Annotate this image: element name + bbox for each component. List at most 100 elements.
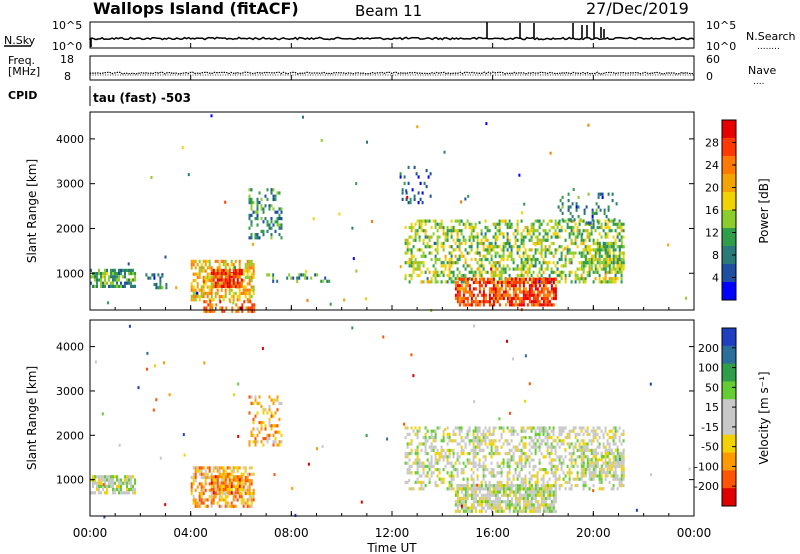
range-cell — [488, 280, 491, 285]
range-cell — [502, 267, 505, 271]
range-cell — [214, 275, 217, 279]
range-cell — [430, 432, 433, 436]
range-cell — [252, 201, 255, 205]
range-cell — [422, 241, 425, 246]
range-cell — [540, 496, 543, 501]
range-cell — [444, 427, 447, 431]
range-cell — [500, 506, 503, 510]
range-cell — [466, 496, 469, 501]
range-cell — [534, 480, 537, 484]
range-cell — [546, 235, 549, 239]
range-cell — [502, 232, 505, 236]
range-cell — [488, 503, 491, 507]
range-cell — [230, 288, 233, 292]
range-cell — [458, 270, 461, 274]
range-cell — [192, 259, 195, 263]
range-cell — [478, 439, 481, 443]
range-cell — [224, 259, 227, 263]
range-cell — [614, 461, 617, 465]
range-cell — [612, 436, 615, 440]
range-cell — [202, 295, 205, 299]
range-cell — [243, 300, 246, 304]
range-cell — [516, 273, 519, 278]
range-cell — [494, 225, 497, 230]
range-cell — [343, 298, 346, 302]
range-cell — [406, 238, 409, 242]
range-cell — [482, 474, 485, 478]
range-cell — [534, 280, 537, 285]
range-cell — [165, 286, 168, 290]
range-cell — [486, 300, 489, 304]
range-cell — [582, 264, 585, 268]
range-cell — [596, 219, 599, 223]
range-cell — [214, 295, 217, 299]
range-cell — [426, 219, 429, 223]
range-cell — [434, 468, 437, 472]
range-cell — [454, 493, 457, 497]
noise-sky-line — [89, 36, 695, 41]
range-cell — [405, 197, 408, 201]
range-cell — [532, 229, 535, 233]
range-cell — [528, 461, 531, 465]
range-cell — [190, 285, 193, 289]
range-cell — [590, 477, 593, 481]
range-cell — [232, 284, 235, 288]
range-cell — [560, 426, 563, 430]
range-cell — [216, 278, 219, 282]
range-cell — [608, 467, 611, 471]
range-cell — [572, 464, 575, 468]
range-cell — [504, 280, 507, 285]
range-cell — [216, 266, 219, 270]
range-cell — [94, 278, 96, 282]
range-cell — [510, 300, 513, 304]
range-cell — [498, 273, 501, 278]
range-cell — [236, 466, 239, 470]
range-cell — [476, 235, 479, 239]
range-cell — [564, 455, 567, 459]
range-cell — [512, 506, 515, 510]
range-cell — [426, 267, 429, 271]
range-cell — [580, 261, 583, 265]
range-cell — [444, 455, 447, 459]
range-cell — [538, 300, 541, 304]
range-cell — [554, 477, 557, 481]
range-cell — [478, 458, 481, 462]
range-cell — [596, 225, 599, 230]
range-cell — [528, 477, 531, 481]
range-cell — [520, 267, 523, 271]
range-cell — [524, 257, 527, 262]
range-cell — [104, 275, 106, 279]
range-cell — [100, 484, 102, 488]
range-cell — [492, 287, 495, 291]
range-cell — [528, 270, 531, 274]
range-cell — [446, 273, 449, 278]
range-cell — [410, 471, 413, 475]
range-cell — [542, 229, 545, 233]
range-cell — [270, 204, 273, 208]
range-cell — [520, 455, 523, 459]
range-cell — [602, 487, 605, 491]
range-cell — [220, 498, 223, 502]
range-cell — [264, 427, 267, 431]
range-cell — [564, 254, 567, 258]
range-cell — [355, 182, 358, 186]
range-cell — [250, 295, 253, 299]
range-cell — [240, 479, 243, 483]
range-cell — [582, 474, 585, 478]
range-cell — [494, 232, 497, 236]
range-cell — [470, 245, 473, 249]
range-cell — [620, 280, 623, 284]
range-cell — [470, 493, 473, 497]
range-cell — [598, 241, 601, 246]
range-cell — [242, 466, 245, 470]
range-cell — [498, 417, 501, 421]
range-cell — [310, 276, 313, 280]
range-cell — [448, 267, 451, 271]
range-cell — [500, 296, 503, 301]
range-cell — [408, 248, 411, 252]
range-cell — [620, 474, 623, 478]
range-cell — [542, 487, 545, 491]
range-cell — [228, 491, 231, 495]
range-cell — [546, 303, 549, 307]
range-cell — [208, 466, 211, 470]
